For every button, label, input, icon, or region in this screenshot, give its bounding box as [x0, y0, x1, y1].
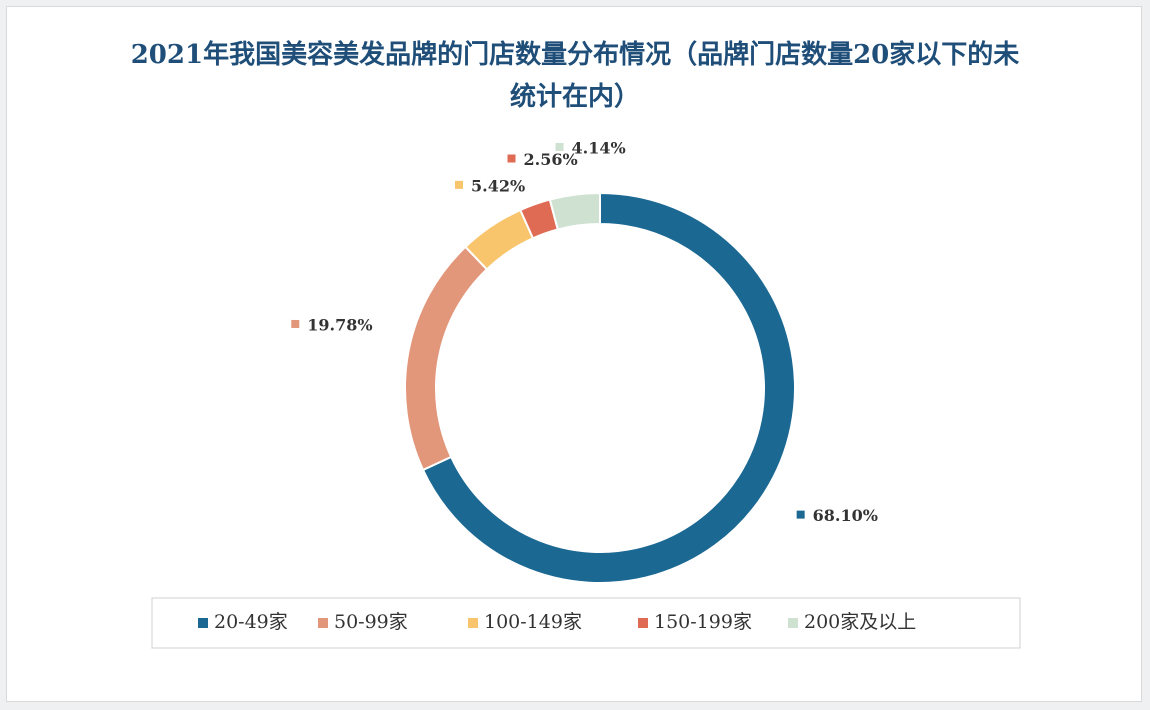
data-label: 5.42% [471, 176, 525, 195]
legend-label: 150-199家 [654, 611, 752, 633]
label-marker [455, 180, 464, 189]
data-label: 4.14% [572, 138, 626, 157]
legend-label: 100-149家 [484, 611, 582, 633]
legend-label: 200家及以上 [804, 611, 916, 633]
donut-segment [421, 191, 796, 584]
chart-frame [6, 6, 1142, 702]
chart-title: 2021年我国美容美发品牌的门店数量分布情况（品牌门店数量20家以下的未统计在内… [130, 40, 1020, 112]
label-marker [291, 319, 300, 328]
legend-label: 50-99家 [334, 611, 408, 633]
label-marker [796, 510, 805, 519]
legend-swatch [638, 618, 648, 628]
legend-swatch [318, 618, 328, 628]
donut-segment [548, 191, 601, 231]
data-label: 19.78% [307, 315, 372, 334]
legend-swatch [198, 618, 208, 628]
legend-box [151, 597, 1021, 649]
legend-swatch [788, 618, 798, 628]
label-marker [507, 154, 516, 163]
label-marker [555, 142, 564, 151]
data-label: 68.10% [813, 506, 878, 525]
data-label: 2.56% [524, 150, 578, 169]
donut-segment [404, 245, 489, 472]
legend-label: 20-49家 [214, 611, 288, 633]
legend-swatch [468, 618, 478, 628]
